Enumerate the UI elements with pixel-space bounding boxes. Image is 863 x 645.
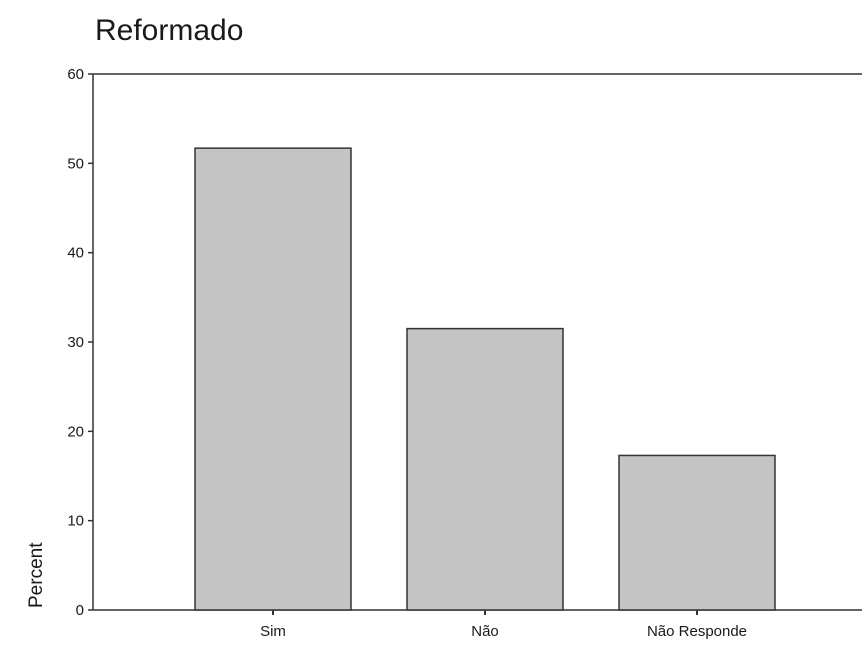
y-axis: 0 10 20 30 40 50 60 (67, 66, 862, 619)
x-tick-label: Não (471, 623, 499, 640)
y-tick-label: 40 (67, 245, 84, 262)
y-tick-label: 20 (67, 423, 84, 440)
bar-n-o-responde (618, 454, 776, 611)
x-axis: Sim Não Não Responde (93, 609, 862, 640)
y-tick-label: 60 (67, 66, 84, 83)
chart-title: Reformado (95, 14, 243, 47)
bars (194, 147, 776, 611)
y-axis-label: Percent (26, 542, 47, 608)
y-tick-label: 10 (67, 513, 84, 530)
bar-n-o (406, 327, 564, 611)
x-tick-label: Sim (260, 623, 286, 640)
y-tick-label: 0 (76, 602, 84, 619)
x-tick-label: Não Responde (647, 623, 747, 640)
bar-sim (194, 147, 352, 611)
y-tick-label: 50 (67, 155, 84, 172)
y-tick-label: 30 (67, 334, 84, 351)
